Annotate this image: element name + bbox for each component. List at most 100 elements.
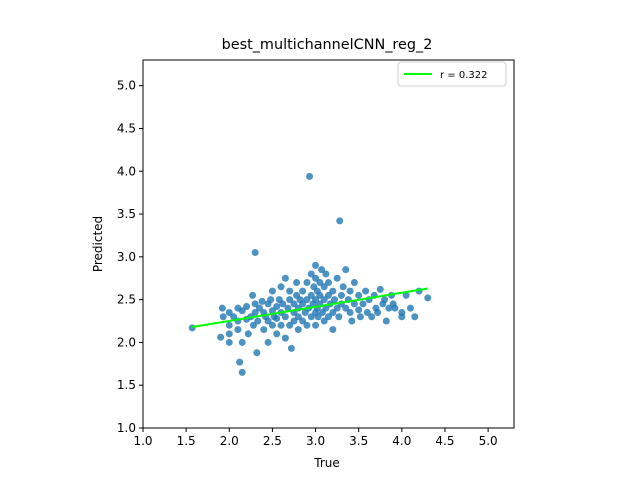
legend-label: r = 0.322 bbox=[440, 70, 487, 81]
x-axis-label: True bbox=[313, 456, 340, 470]
y-tick-label: 1.0 bbox=[117, 421, 136, 435]
data-point bbox=[225, 330, 233, 338]
y-tick-label: 5.0 bbox=[117, 79, 136, 93]
x-tick-label: 2.5 bbox=[263, 434, 282, 448]
x-tick-label: 1.5 bbox=[177, 434, 196, 448]
data-point bbox=[251, 300, 259, 308]
y-tick-label: 1.5 bbox=[117, 378, 136, 392]
data-point bbox=[331, 296, 339, 304]
data-point bbox=[236, 358, 244, 366]
data-point bbox=[424, 294, 432, 302]
data-point bbox=[359, 300, 367, 308]
data-point bbox=[325, 279, 332, 287]
data-point bbox=[303, 296, 311, 304]
data-point bbox=[251, 308, 259, 316]
data-point bbox=[264, 317, 272, 325]
data-point bbox=[294, 313, 302, 321]
data-point bbox=[337, 291, 345, 299]
plot-frame bbox=[142, 59, 515, 429]
data-point bbox=[362, 287, 370, 295]
data-point bbox=[336, 217, 344, 225]
data-point bbox=[230, 313, 238, 321]
data-point bbox=[303, 279, 311, 287]
data-point bbox=[307, 270, 315, 278]
data-point bbox=[238, 307, 246, 315]
data-point bbox=[267, 296, 275, 304]
data-point bbox=[264, 338, 272, 346]
y-axis-label: Predicted bbox=[91, 216, 105, 272]
data-point bbox=[325, 291, 332, 299]
data-point bbox=[293, 279, 301, 287]
data-point bbox=[339, 283, 347, 291]
y-tick-label: 2.0 bbox=[117, 335, 136, 349]
y-tick-label: 3.5 bbox=[117, 207, 136, 221]
data-point bbox=[234, 326, 242, 334]
data-point bbox=[290, 317, 298, 325]
data-point bbox=[294, 326, 302, 334]
data-point bbox=[251, 249, 259, 257]
y-tick-label: 2.5 bbox=[117, 293, 136, 307]
legend-box bbox=[397, 61, 507, 87]
x-tick-label: 4.0 bbox=[392, 434, 411, 448]
data-point bbox=[382, 317, 390, 325]
data-point bbox=[286, 321, 294, 329]
data-point bbox=[255, 304, 263, 312]
data-point bbox=[277, 283, 285, 291]
data-point bbox=[325, 313, 332, 321]
x-tick-label: 3.0 bbox=[306, 434, 325, 448]
data-point bbox=[260, 326, 268, 334]
plot-area: 1.0 1.5 2.0 2.5 3.0 3.5 4.0 4.5 5.0 1.0 1.5 2.0 2.5 3… bbox=[117, 59, 515, 448]
data-point bbox=[350, 279, 358, 287]
data-point bbox=[244, 330, 252, 338]
data-point bbox=[277, 321, 285, 329]
fit-line bbox=[192, 287, 428, 329]
data-point bbox=[243, 302, 251, 310]
x-tick-label: 1.0 bbox=[133, 434, 152, 448]
data-point bbox=[249, 291, 257, 299]
chart-title: best_multichannelCNN_reg_2 bbox=[222, 37, 433, 53]
data-point bbox=[318, 266, 326, 274]
data-point bbox=[268, 307, 276, 315]
data-point bbox=[238, 368, 246, 376]
data-point bbox=[398, 313, 406, 321]
data-point bbox=[249, 321, 257, 329]
data-point bbox=[342, 266, 350, 274]
data-point bbox=[402, 291, 410, 299]
y-tick-label: 4.0 bbox=[117, 164, 136, 178]
data-point bbox=[335, 313, 343, 321]
data-point bbox=[346, 287, 354, 295]
x-tick-label: 3.5 bbox=[349, 434, 368, 448]
data-point bbox=[303, 321, 311, 329]
data-point bbox=[316, 279, 324, 287]
data-point bbox=[322, 270, 330, 278]
data-point bbox=[316, 291, 324, 299]
data-point bbox=[374, 308, 382, 316]
data-point bbox=[253, 349, 261, 357]
y-tick-label: 3.0 bbox=[117, 250, 136, 264]
data-point bbox=[320, 317, 328, 325]
x-tick-label: 2.0 bbox=[220, 434, 239, 448]
data-point bbox=[299, 300, 307, 308]
data-point bbox=[225, 321, 233, 329]
data-point bbox=[217, 333, 225, 341]
plot-background bbox=[143, 60, 514, 428]
data-point bbox=[287, 344, 295, 352]
data-point bbox=[312, 296, 320, 304]
data-point bbox=[307, 313, 315, 321]
data-point bbox=[281, 274, 289, 282]
data-point bbox=[333, 274, 341, 282]
data-point bbox=[258, 297, 266, 305]
data-point bbox=[333, 304, 341, 312]
data-point bbox=[219, 313, 227, 321]
data-point bbox=[320, 283, 328, 291]
data-point bbox=[376, 285, 384, 293]
data-point bbox=[218, 304, 226, 312]
data-point bbox=[348, 317, 356, 325]
data-point bbox=[355, 291, 363, 299]
data-point bbox=[350, 300, 358, 308]
data-point bbox=[290, 300, 298, 308]
data-point bbox=[225, 338, 233, 346]
data-point bbox=[254, 317, 262, 325]
y-tick-label: 4.5 bbox=[117, 121, 136, 135]
